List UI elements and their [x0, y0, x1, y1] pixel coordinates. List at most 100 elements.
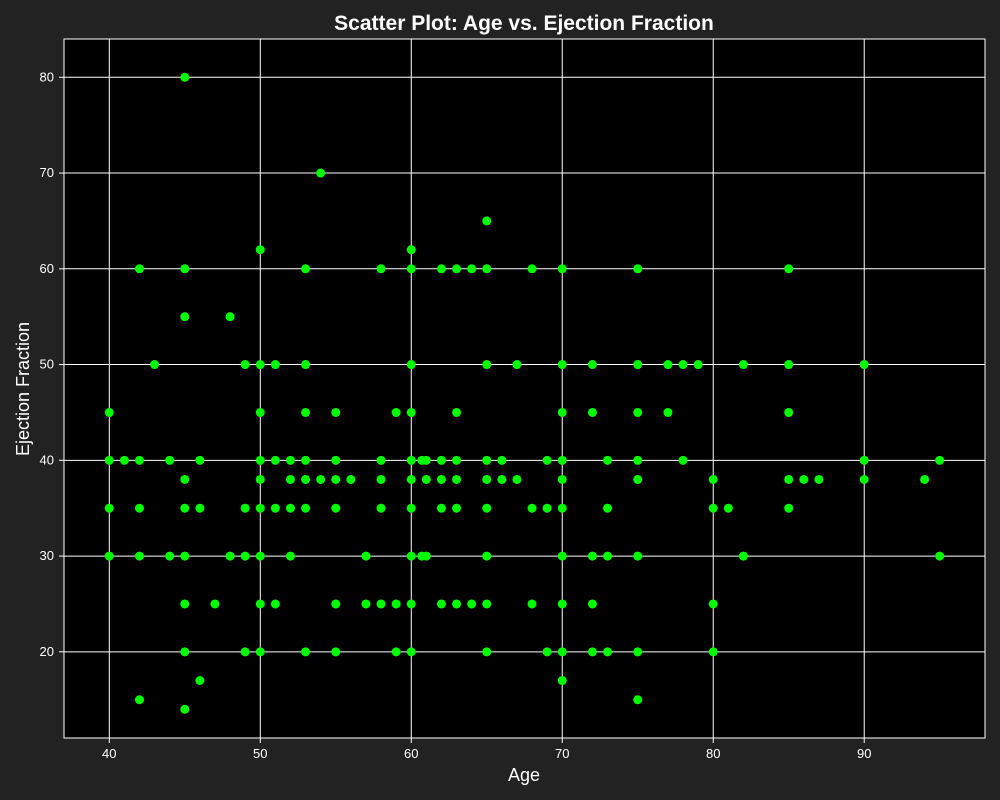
- data-point: [301, 360, 311, 370]
- data-point: [693, 360, 703, 370]
- data-point: [452, 407, 462, 417]
- data-point: [255, 551, 265, 561]
- data-point: [406, 474, 416, 484]
- data-point: [784, 407, 794, 417]
- data-point: [406, 360, 416, 370]
- data-point: [421, 551, 431, 561]
- data-point: [406, 551, 416, 561]
- data-point: [180, 647, 190, 657]
- x-tick-label: 90: [857, 746, 871, 761]
- data-point: [452, 455, 462, 465]
- data-point: [406, 455, 416, 465]
- data-point: [210, 599, 220, 609]
- data-point: [708, 599, 718, 609]
- data-point: [663, 360, 673, 370]
- data-point: [512, 360, 522, 370]
- data-point: [180, 599, 190, 609]
- data-point: [165, 551, 175, 561]
- y-tick-label: 30: [40, 548, 54, 563]
- y-axis-label: Ejection Fraction: [13, 322, 33, 456]
- data-point: [784, 360, 794, 370]
- data-point: [603, 647, 613, 657]
- data-point: [633, 647, 643, 657]
- data-point: [255, 455, 265, 465]
- data-point: [557, 647, 567, 657]
- data-point: [361, 551, 371, 561]
- data-point: [180, 551, 190, 561]
- data-point: [165, 455, 175, 465]
- data-point: [527, 599, 537, 609]
- data-point: [436, 474, 446, 484]
- data-point: [376, 599, 386, 609]
- data-point: [557, 599, 567, 609]
- data-point: [482, 551, 492, 561]
- data-point: [391, 599, 401, 609]
- data-point: [104, 503, 114, 513]
- y-tick-label: 70: [40, 165, 54, 180]
- data-point: [452, 474, 462, 484]
- data-point: [301, 503, 311, 513]
- data-point: [285, 474, 295, 484]
- data-point: [225, 551, 235, 561]
- data-point: [180, 264, 190, 274]
- data-point: [799, 474, 809, 484]
- data-point: [391, 407, 401, 417]
- data-point: [482, 503, 492, 513]
- data-point: [331, 407, 341, 417]
- data-point: [814, 474, 824, 484]
- data-point: [421, 474, 431, 484]
- grid-lines: [64, 39, 985, 738]
- data-point: [180, 474, 190, 484]
- data-point: [255, 503, 265, 513]
- y-tick-label: 20: [40, 644, 54, 659]
- data-point: [557, 407, 567, 417]
- data-point: [784, 264, 794, 274]
- x-tick-label: 80: [706, 746, 720, 761]
- data-point: [270, 599, 280, 609]
- data-point: [859, 474, 869, 484]
- x-tick-label: 70: [555, 746, 569, 761]
- data-point: [497, 455, 507, 465]
- data-point: [316, 474, 326, 484]
- data-point: [482, 647, 492, 657]
- data-point: [467, 599, 477, 609]
- data-point: [708, 647, 718, 657]
- data-point: [633, 695, 643, 705]
- data-point: [482, 216, 492, 226]
- data-point: [708, 503, 718, 513]
- data-point: [376, 474, 386, 484]
- data-point: [361, 599, 371, 609]
- data-point: [859, 455, 869, 465]
- data-point: [301, 407, 311, 417]
- data-point: [376, 455, 386, 465]
- data-point: [633, 407, 643, 417]
- data-point: [557, 474, 567, 484]
- data-point: [633, 551, 643, 561]
- data-point: [557, 503, 567, 513]
- data-point: [240, 503, 250, 513]
- axis-ticks: 40 50 60 70 80 90 20 30 40 50 60 70 80: [40, 69, 872, 761]
- data-point: [180, 312, 190, 322]
- data-point: [723, 503, 733, 513]
- x-tick-label: 40: [102, 746, 116, 761]
- data-point: [316, 168, 326, 178]
- data-point: [255, 474, 265, 484]
- data-point: [678, 455, 688, 465]
- data-point: [270, 503, 280, 513]
- data-point: [240, 360, 250, 370]
- data-point: [301, 264, 311, 274]
- data-point: [708, 474, 718, 484]
- y-tick-label: 60: [40, 261, 54, 276]
- data-point: [859, 360, 869, 370]
- data-point: [633, 264, 643, 274]
- data-point: [406, 264, 416, 274]
- y-tick-label: 80: [40, 69, 54, 84]
- data-points: [104, 72, 945, 714]
- data-point: [482, 264, 492, 274]
- data-point: [603, 455, 613, 465]
- plot-area: [63, 38, 986, 739]
- data-point: [512, 474, 522, 484]
- data-point: [633, 474, 643, 484]
- data-point: [134, 264, 144, 274]
- data-point: [255, 360, 265, 370]
